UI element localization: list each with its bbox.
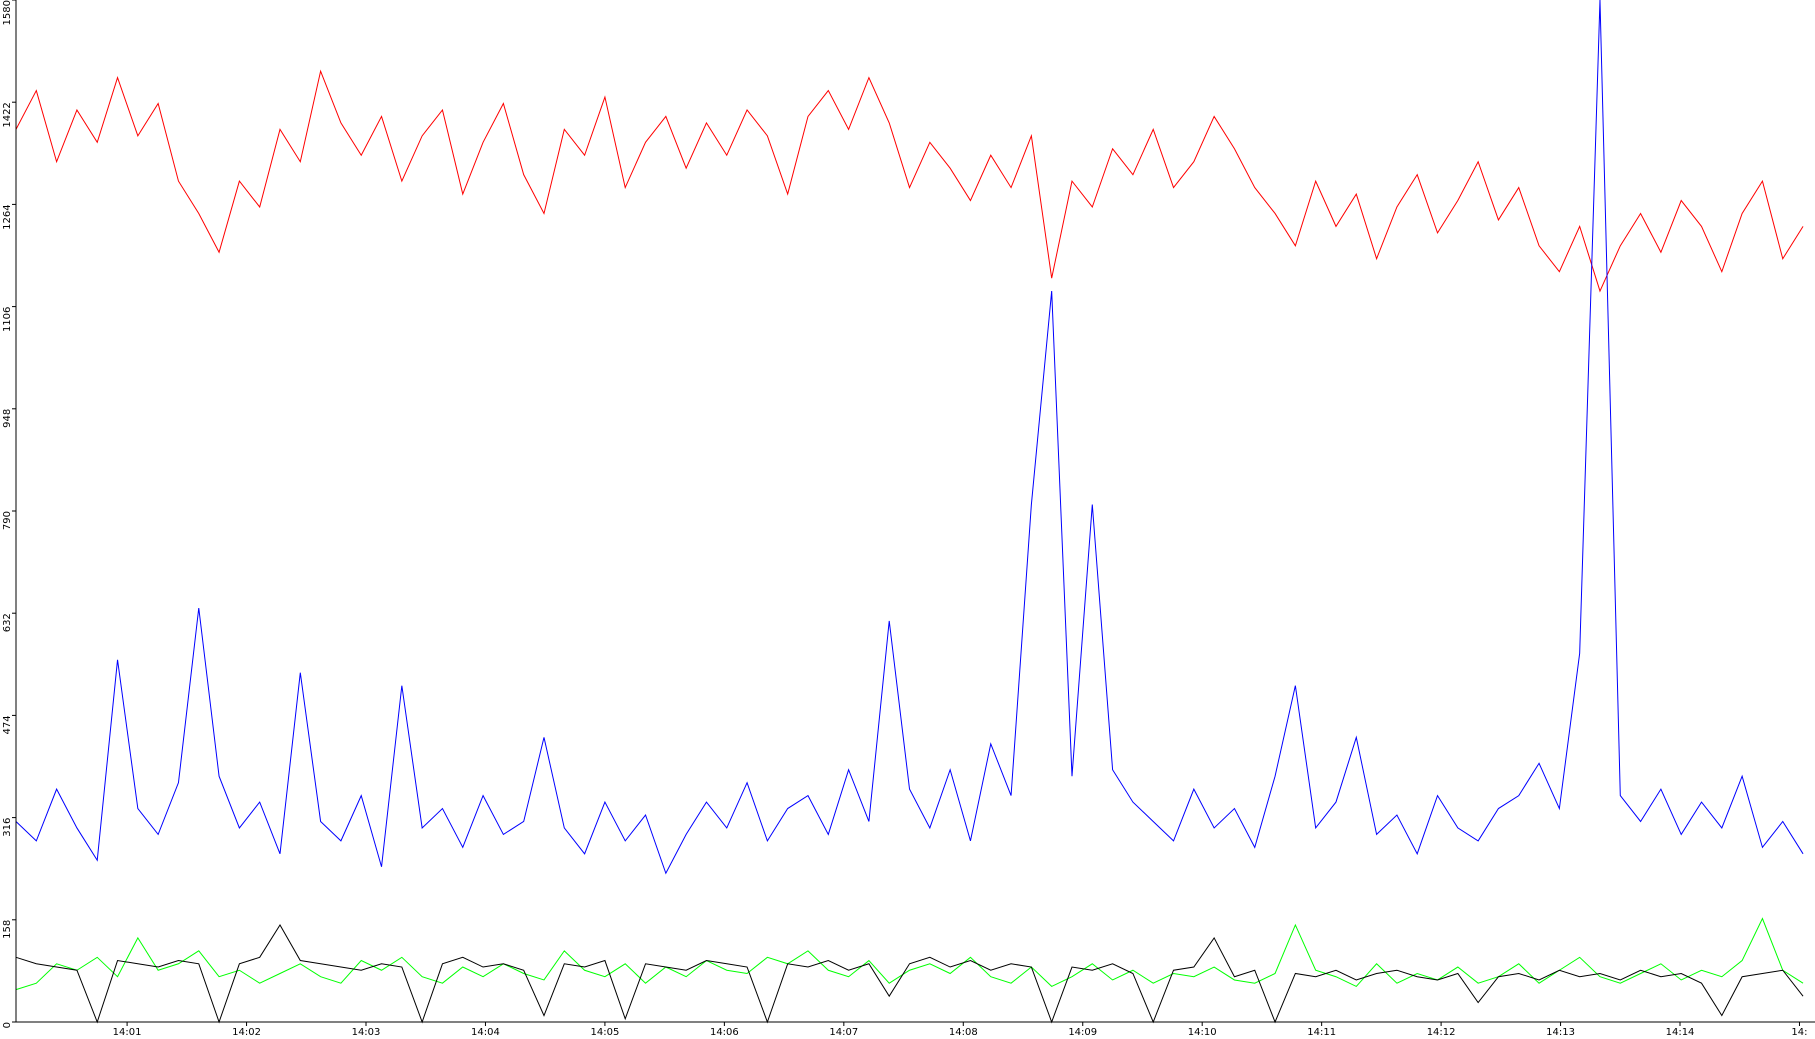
y-tick-label: 1422 <box>2 102 13 127</box>
x-tick-label: 14:10 <box>1188 1027 1217 1038</box>
y-tick-label: 1580 <box>2 0 13 25</box>
x-tick-label: 14:07 <box>829 1027 858 1038</box>
x-tick-label: 14:01 <box>113 1027 142 1038</box>
data-line <box>15 923 1804 1024</box>
x-tick-label: 14:03 <box>352 1027 381 1038</box>
y-tick-label: 1264 <box>2 204 13 229</box>
x-tick-label: 14:06 <box>710 1027 739 1038</box>
data-line <box>15 0 1804 875</box>
x-tick-label: 14:05 <box>591 1027 620 1038</box>
y-tick-label: 1106 <box>2 307 13 332</box>
y-tick-label: 790 <box>2 511 13 530</box>
x-tick-label: 14:09 <box>1068 1027 1097 1038</box>
y-tick-label: 0 <box>2 1022 13 1028</box>
y-tick-label: 158 <box>2 920 13 939</box>
y-tick-label: 632 <box>2 613 13 632</box>
x-tick-label: 14:08 <box>949 1027 978 1038</box>
data-line <box>15 69 1804 293</box>
x-tick-label: 14:12 <box>1427 1027 1456 1038</box>
y-tick-label: 316 <box>2 818 13 837</box>
data-line <box>15 917 1804 991</box>
y-tick-label: 474 <box>2 715 13 734</box>
x-tick-label: 14:13 <box>1546 1027 1575 1038</box>
x-tick-label: 14:11 <box>1307 1027 1336 1038</box>
x-tick-label: 14:04 <box>471 1027 500 1038</box>
x-tick-label: 14:02 <box>232 1027 261 1038</box>
y-tick-label: 948 <box>2 409 13 428</box>
x-tick-label: 14: <box>1791 1027 1807 1038</box>
x-tick-label: 14:14 <box>1666 1027 1695 1038</box>
